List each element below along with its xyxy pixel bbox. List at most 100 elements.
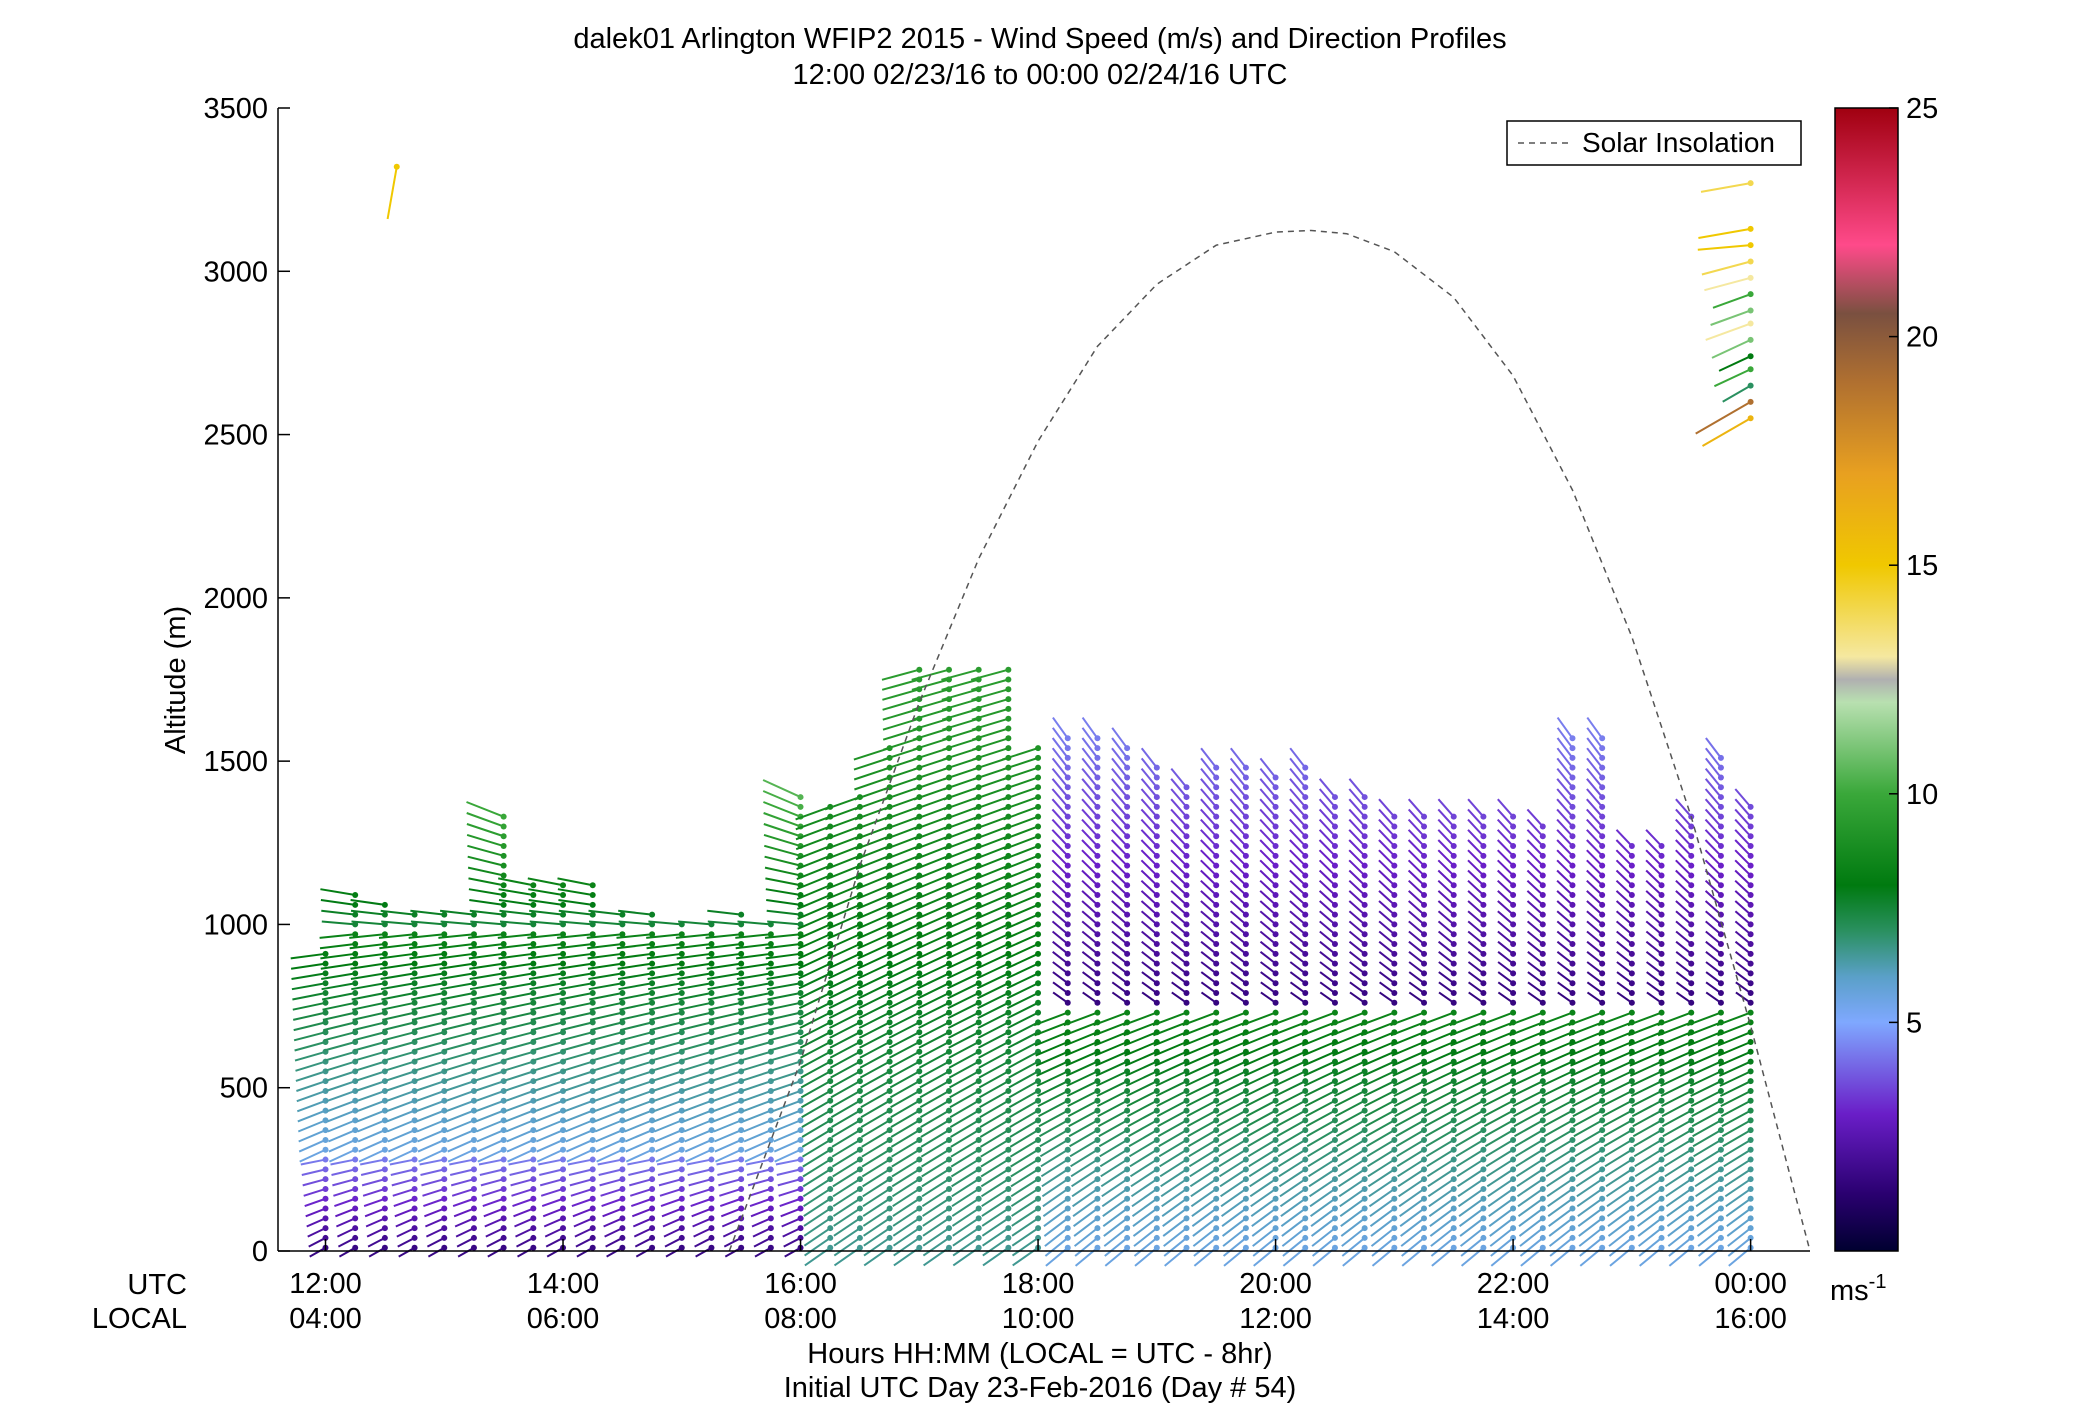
wind-barb-point [678, 999, 685, 1006]
wind-barb-point [1717, 882, 1724, 889]
wind-barb-point [1331, 1078, 1338, 1085]
wind-barb-shaft [1496, 829, 1514, 847]
wind-barb-point [1480, 901, 1487, 908]
wind-barb-shaft [1601, 1080, 1633, 1097]
wind-barb-point [470, 931, 477, 938]
wind-barb-point [886, 1244, 893, 1251]
wind-barb-shaft [504, 1099, 534, 1113]
wind-barb-shaft [951, 1188, 980, 1208]
wind-barb-shaft [575, 1237, 594, 1248]
wind-barb-shaft [971, 698, 1009, 711]
wind-barb-point [767, 1166, 774, 1173]
wind-barb-point [1064, 1166, 1071, 1173]
wind-barb-point [1183, 872, 1190, 879]
wind-barb-point [1569, 1009, 1576, 1016]
wind-barb-shaft [1243, 1041, 1276, 1057]
wind-barb-shaft [1051, 737, 1069, 759]
wind-barb-shaft [1437, 890, 1455, 906]
wind-barb-shaft [891, 1168, 920, 1188]
wind-barb-point [500, 911, 507, 918]
wind-barb-point [381, 1019, 388, 1026]
wind-barb-shaft [1073, 1207, 1099, 1228]
wind-barb-point [1302, 1087, 1309, 1094]
wind-barb-point [1391, 1166, 1398, 1173]
wind-barb-point [1302, 1244, 1309, 1251]
wind-barb-shaft [888, 1011, 920, 1029]
wind-barb-shaft [1216, 1099, 1247, 1118]
wind-barb-shaft [829, 1041, 861, 1059]
wind-barb-point [381, 1234, 388, 1241]
wind-barb-shaft [1034, 1031, 1069, 1047]
wind-barb-point [1688, 833, 1695, 840]
wind-barb-shaft [798, 962, 831, 980]
wind-barb-shaft [830, 1080, 861, 1099]
wind-barb-point [1213, 941, 1220, 948]
wind-barb-point [1094, 1146, 1101, 1153]
wind-barb-shaft [945, 903, 980, 920]
wind-barb-shaft [1259, 869, 1277, 886]
wind-barb-point [1035, 764, 1042, 771]
wind-barb-point [560, 1009, 567, 1016]
wind-barb-point [1153, 1087, 1160, 1094]
wind-barb-shaft [1163, 1237, 1188, 1257]
wind-barb-point [797, 1107, 804, 1114]
wind-barb-point [1628, 941, 1635, 948]
wind-barb-shaft [1556, 849, 1574, 867]
wind-barb-point [1213, 970, 1220, 977]
wind-barb-point [1599, 1225, 1606, 1232]
wind-barb-point [1302, 843, 1309, 850]
wind-barb-point [1153, 1097, 1160, 1104]
wind-barb-shaft [754, 1246, 772, 1258]
wind-barb-point [1213, 862, 1220, 869]
wind-barb-point [738, 941, 745, 948]
wind-barb-shaft [920, 1129, 950, 1148]
wind-barb-point [649, 950, 656, 957]
wind-barb-shaft [1577, 1197, 1603, 1218]
wind-barb-point [1599, 1127, 1606, 1134]
wind-barb-point [1421, 1087, 1428, 1094]
wind-barb-shaft [1633, 1139, 1663, 1158]
wind-barb-point [381, 1166, 388, 1173]
wind-barb-point [1124, 911, 1131, 918]
wind-barb-shaft [362, 1187, 386, 1197]
wind-barb-point [1183, 833, 1190, 840]
wind-barb-point [856, 1127, 863, 1134]
wind-barb-shaft [450, 1178, 475, 1187]
wind-barb-shaft [1302, 1041, 1336, 1057]
wind-barb-point [797, 1225, 804, 1232]
wind-barb-shaft [1259, 859, 1277, 877]
wind-barb-point [797, 931, 804, 938]
wind-barb-shaft [1675, 991, 1692, 1004]
wind-barb-point [1153, 931, 1160, 938]
wind-barb-shaft [1248, 1158, 1277, 1178]
wind-barb-shaft [1200, 818, 1217, 837]
wind-barb-shaft [1171, 981, 1188, 994]
wind-barb-shaft [1133, 1227, 1158, 1247]
wind-barb-shaft [557, 943, 593, 950]
wind-barb-shaft [1123, 1031, 1158, 1047]
wind-barb-shaft [1003, 835, 1039, 851]
wind-barb-shaft [1569, 1031, 1603, 1047]
wind-barb-shaft [1331, 1031, 1366, 1047]
wind-barb-shaft [1289, 818, 1307, 837]
wind-barb-point [1005, 990, 1012, 997]
wind-barb-point [1183, 1117, 1190, 1124]
wind-barb-shaft [1365, 1119, 1395, 1138]
wind-barb-shaft [1289, 961, 1306, 975]
wind-barb-shaft [469, 962, 504, 970]
wind-barb-point [1421, 931, 1428, 938]
wind-barb-shaft [1556, 869, 1574, 886]
wind-barb-point [856, 1029, 863, 1036]
wind-barb-shaft [1484, 1119, 1514, 1138]
wind-barb-point [1331, 990, 1338, 997]
wind-barb-shaft [946, 952, 980, 970]
wind-barb-point [470, 1205, 477, 1212]
wind-barb-shaft [858, 1001, 891, 1019]
wind-barb-point [530, 892, 537, 899]
wind-barb-point [916, 950, 923, 957]
wind-barb-shaft [1727, 1237, 1752, 1257]
wind-barb-point [1302, 950, 1309, 957]
wind-barb-shaft [1230, 920, 1247, 935]
wind-barb-shaft [1696, 1197, 1722, 1218]
wind-barb-shaft [568, 1168, 593, 1176]
